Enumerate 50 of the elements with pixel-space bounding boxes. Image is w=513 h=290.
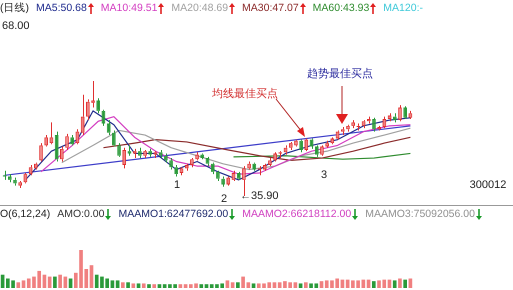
annotation: 3 — [320, 169, 328, 181]
bar — [226, 280, 230, 288]
text: MA5:50.68 — [36, 2, 87, 14]
annotation: ←35.90 — [240, 190, 279, 202]
bar — [116, 280, 120, 288]
bar — [178, 284, 182, 288]
text: MA20:48.69 — [171, 2, 228, 14]
bar — [236, 282, 240, 288]
bar — [252, 283, 256, 288]
text: MA120:- — [383, 2, 423, 14]
candlestick — [392, 112, 397, 123]
candlestick — [91, 80, 95, 108]
bar — [403, 280, 407, 288]
text: O(6,12,24) — [0, 208, 50, 220]
annotation: 2 — [220, 193, 228, 205]
bar — [147, 284, 151, 288]
bar — [152, 284, 156, 288]
annotation: 均线最佳买点 — [212, 86, 278, 101]
candlestick — [122, 147, 126, 169]
candlestick — [128, 144, 132, 156]
bar — [136, 283, 140, 288]
bar — [304, 282, 308, 288]
text: MA60:43.93 — [312, 2, 370, 14]
text: 300012 — [470, 179, 506, 191]
bar — [372, 281, 376, 288]
annotation: 1 — [174, 179, 180, 191]
bar — [408, 278, 412, 288]
text: 趋势最佳买点 — [307, 66, 373, 81]
chart-title: (日线) — [0, 1, 29, 15]
bar — [131, 283, 136, 288]
text: MAAMO1:62477692.00 — [118, 208, 228, 220]
text: 68.00 — [2, 20, 30, 32]
text: MAAMO2:66218112.00 — [242, 208, 352, 220]
bar — [173, 284, 177, 288]
text: AMO:0.00 — [57, 208, 104, 220]
bar — [298, 283, 302, 288]
bar — [68, 278, 72, 288]
text: MAAMO3:75092056.00 — [365, 208, 475, 220]
bar — [126, 282, 130, 288]
candlestick — [398, 104, 402, 122]
bar — [392, 280, 397, 288]
bar — [53, 276, 57, 288]
bar — [142, 283, 146, 288]
text: MA30:47.07 — [242, 2, 299, 14]
bar — [230, 282, 234, 288]
text: MA10:49.51 — [100, 2, 158, 14]
candlestick — [54, 131, 58, 162]
bar — [121, 282, 125, 288]
candlestick — [388, 112, 392, 122]
bar — [398, 278, 402, 288]
